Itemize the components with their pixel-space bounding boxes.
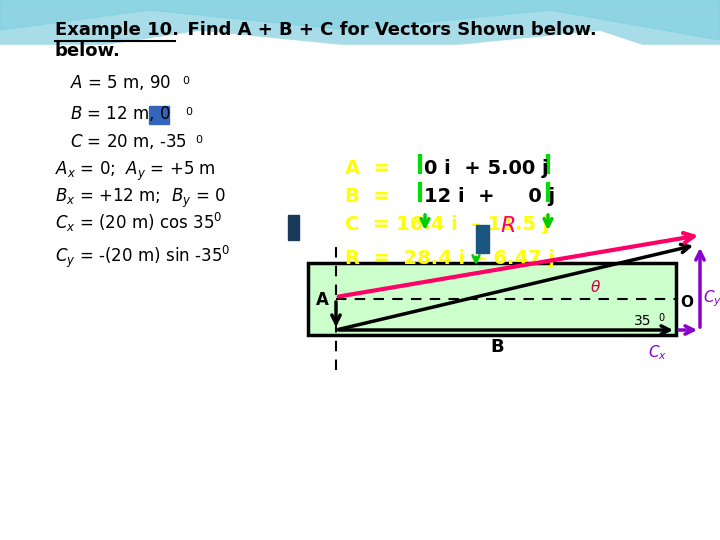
- Text: 0 i  + 5.00 j: 0 i + 5.00 j: [424, 159, 549, 178]
- Polygon shape: [0, 0, 720, 40]
- Text: 0: 0: [195, 135, 202, 145]
- Text: below.: below.: [55, 42, 121, 60]
- Text: O: O: [680, 295, 693, 310]
- Polygon shape: [0, 0, 720, 70]
- Text: 0: 0: [185, 107, 192, 117]
- Text: $\mathit{C}_y$ = -(20 m) sin -35$^0$: $\mathit{C}_y$ = -(20 m) sin -35$^0$: [55, 244, 230, 270]
- Text: 35: 35: [634, 314, 652, 328]
- Bar: [476, 225, 489, 253]
- Bar: [308, 263, 676, 335]
- Text: A  =: A =: [345, 159, 390, 178]
- Bar: [288, 215, 299, 240]
- Bar: [149, 106, 169, 124]
- Text: $\theta$: $\theta$: [590, 279, 601, 295]
- Text: 0: 0: [658, 313, 664, 323]
- Text: $C_x$: $C_x$: [648, 343, 667, 362]
- Text: 0: 0: [182, 76, 189, 86]
- Text: $\mathit{B}_x$ = +12 m;  $\mathit{B}_y$ = 0: $\mathit{B}_x$ = +12 m; $\mathit{B}_y$ =…: [55, 187, 226, 210]
- Text: $R$: $R$: [500, 216, 516, 236]
- Text: $\mathit{C}$ = 20 m, -35: $\mathit{C}$ = 20 m, -35: [70, 132, 187, 151]
- Text: R  =  28.4 i  - 6.47 j: R = 28.4 i - 6.47 j: [345, 249, 555, 268]
- Text: $C_y$: $C_y$: [703, 288, 720, 309]
- Text: B  =: B =: [345, 187, 390, 206]
- Text: B: B: [490, 338, 503, 356]
- Text: Example 10.: Example 10.: [55, 21, 179, 39]
- Text: $\mathit{A}$ = 5 m, 90: $\mathit{A}$ = 5 m, 90: [70, 73, 171, 92]
- Text: $\mathit{B}$ = 12 m, 0: $\mathit{B}$ = 12 m, 0: [70, 104, 171, 123]
- Text: C  = 16.4 i  – 11.5 j: C = 16.4 i – 11.5 j: [345, 215, 549, 234]
- Text: 12 i  +     0 j: 12 i + 0 j: [424, 187, 555, 206]
- Text: $\mathit{C}_x$ = (20 m) cos 35$^0$: $\mathit{C}_x$ = (20 m) cos 35$^0$: [55, 211, 222, 234]
- Text: A: A: [316, 291, 329, 309]
- Text: $\mathit{A}_x$ = 0;  $\mathit{A}_y$ = +5 m: $\mathit{A}_x$ = 0; $\mathit{A}_y$ = +5 …: [55, 160, 216, 183]
- Text: Find A + B + C for Vectors Shown below.: Find A + B + C for Vectors Shown below.: [175, 21, 597, 39]
